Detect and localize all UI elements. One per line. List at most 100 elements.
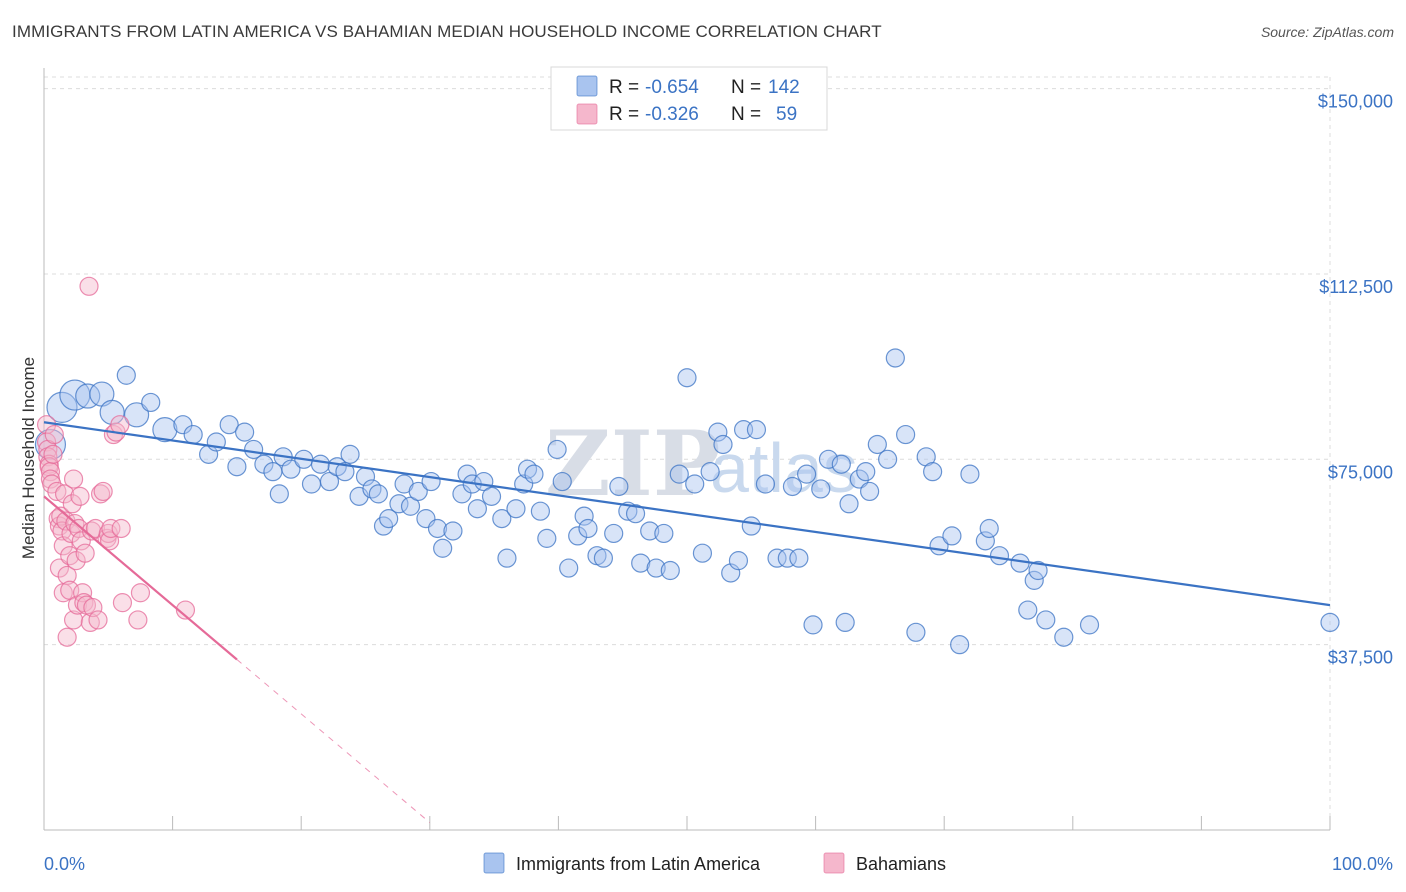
point-bahamians [57,627,77,647]
point-bahamians [88,610,108,630]
point-latin-america [906,622,926,642]
point-latin-america [700,462,720,482]
point-latin-america [281,459,301,479]
point-latin-america [568,526,588,546]
point-latin-america [835,612,855,633]
point-bahamians [54,484,75,504]
point-latin-america [1028,560,1048,581]
point-latin-america [654,523,674,544]
point-bahamians [110,415,130,435]
point-latin-america [1010,553,1030,573]
point-bahamians [101,518,121,539]
point-latin-america [219,415,239,435]
point-latin-america [975,531,995,551]
series-legend-label-pink: Bahamians [856,854,946,874]
series-legend: Immigrants from Latin America Bahamians [483,852,946,874]
point-latin-america [660,560,680,581]
point-latin-america [677,368,697,388]
point-latin-america [755,474,776,494]
legend-n-label-1: N = [731,77,761,98]
point-latin-america [517,459,538,479]
legend-swatch-pink [576,103,598,125]
point-latin-america [741,516,761,536]
point-latin-america [728,551,749,571]
point-latin-america [685,474,705,494]
point-latin-america [640,521,660,541]
legend-swatch-blue [576,75,598,97]
point-latin-america [1079,615,1100,635]
point-latin-america [796,464,817,484]
point-latin-america [427,518,448,539]
point-latin-america [960,464,980,484]
point-latin-america [1320,612,1340,633]
correlation-legend: R = -0.654 N = 142 R = -0.326 N = 59 [550,66,828,131]
point-latin-america [803,615,823,635]
point-latin-america [552,471,572,492]
point-latin-america [942,526,962,546]
point-latin-america [335,462,355,482]
point-latin-america [692,543,713,563]
point-latin-america [514,474,534,494]
legend-r-label-1: R = [609,77,639,98]
point-bahamians [130,583,151,603]
point-latin-america [578,518,598,539]
point-latin-america [1024,570,1044,590]
point-latin-america [116,365,136,385]
point-latin-america [609,476,629,497]
point-latin-america [631,553,651,573]
point-bahamians [79,276,99,296]
point-bahamians [49,516,70,536]
point-latin-america [669,464,689,484]
point-bahamians [80,612,100,633]
point-latin-america [235,422,255,442]
legend-r-value-1: -0.654 [645,77,699,98]
point-latin-america [831,454,851,474]
point-latin-america [173,415,193,435]
point-bahamians [72,583,93,603]
point-bahamians [83,597,103,618]
point-latin-america [368,484,388,504]
x-tick-label-min: 0.0% [44,854,85,874]
point-latin-america [433,538,453,558]
point-latin-america [777,548,797,568]
point-latin-america [789,548,809,568]
point-bahamians [49,558,70,578]
point-latin-america [885,348,905,368]
point-latin-america [301,474,322,494]
point-latin-america [389,494,409,514]
point-latin-america [492,509,512,529]
chart-source: Source: ZipAtlas.com [1260,24,1394,40]
legend-n-value-2: 59 [776,104,797,125]
trend-line-bahamians [43,495,238,661]
point-latin-america [593,548,614,568]
point-latin-america [530,501,550,521]
point-bahamians [47,481,67,502]
point-latin-america [896,424,916,445]
point-latin-america [574,506,594,526]
point-latin-america [537,528,557,548]
series-legend-label-blue: Immigrants from Latin America [516,854,761,874]
point-bahamians [128,610,148,630]
watermark-zip: ZIP [545,411,720,517]
point-latin-america [989,546,1010,566]
point-latin-america [452,484,472,504]
point-bahamians [103,424,124,445]
series-bahamians-points [36,276,196,647]
point-latin-america [227,457,247,477]
point-latin-america [625,504,646,524]
point-latin-america [782,476,803,497]
point-latin-america [362,479,382,499]
point-latin-america [856,462,876,482]
point-latin-america [123,402,150,428]
point-bahamians [63,469,84,489]
y-tick-label: $112,500 [1319,277,1393,297]
point-latin-america [183,424,203,445]
point-latin-america [244,439,264,460]
legend-n-value-1: 142 [768,77,800,98]
point-latin-america [497,548,517,568]
point-latin-america [547,439,567,460]
y-tick-label: $75,000 [1328,462,1393,482]
series-legend-swatch-blue [483,852,505,874]
point-bahamians [93,481,113,502]
point-latin-america [860,481,880,502]
